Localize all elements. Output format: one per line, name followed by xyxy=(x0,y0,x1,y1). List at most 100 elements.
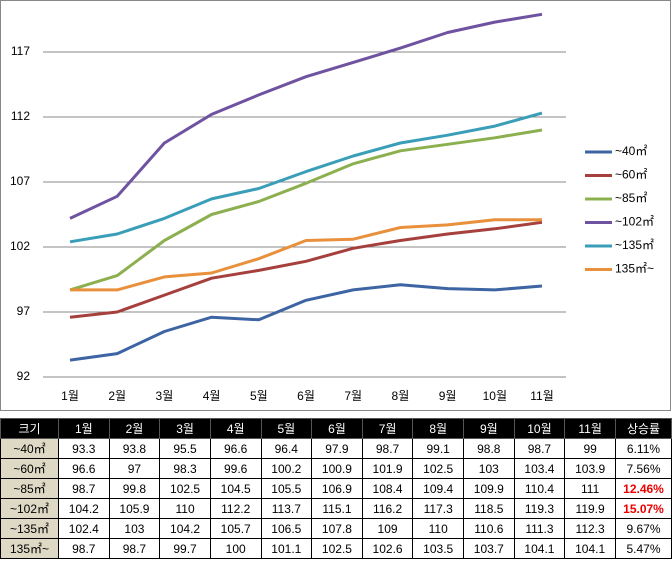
table-cell: ~85㎡ xyxy=(0,478,59,499)
table-cell: 98.3 xyxy=(159,458,211,479)
x-tick-label: 9월 xyxy=(439,389,457,403)
table-cell: 1월 xyxy=(58,418,110,439)
table-cell: 109 xyxy=(361,518,414,539)
table-cell: 98.7 xyxy=(58,538,110,559)
x-tick-label: 2월 xyxy=(108,389,126,403)
table-cell: 98.7 xyxy=(58,478,110,499)
legend-label: ~60㎡ xyxy=(615,168,647,182)
table-cell: 98.7 xyxy=(108,538,161,559)
table-cell: ~135㎡ xyxy=(0,518,59,539)
table-row: ~135㎡ 102.4 103 104.2 105.7 106.5 107.8 109 110 1… xyxy=(0,518,672,539)
table-cell: 101.9 xyxy=(361,458,414,479)
table-cell: 10월 xyxy=(513,418,566,439)
table-cell: 113.7 xyxy=(260,498,313,519)
table-row: 크기 1월 2월 3월 4월 5월 6월 7월 8월 9월 10월 11월 상승률 xyxy=(0,418,672,439)
table-cell: 110.4 xyxy=(513,478,566,499)
table-cell: 104.2 xyxy=(58,498,110,519)
table-cell: 102.6 xyxy=(361,538,414,559)
table-cell: 95.5 xyxy=(159,438,211,459)
table-cell: 102.4 xyxy=(58,518,110,539)
table-cell: 106.9 xyxy=(311,478,363,499)
table-cell: 109.4 xyxy=(412,478,464,499)
x-tick-label: 7월 xyxy=(344,389,362,403)
table-cell: 크기 xyxy=(0,418,59,439)
table-cell: 7.56% xyxy=(615,458,672,479)
table-cell: 93.8 xyxy=(108,438,161,459)
table-cell: 117.3 xyxy=(412,498,464,519)
table-cell: 102.5 xyxy=(311,538,363,559)
series-line xyxy=(69,111,543,244)
table-cell: 96.6 xyxy=(209,438,262,459)
table-cell: 11월 xyxy=(564,418,616,439)
x-tick-label: 1월 xyxy=(61,389,79,403)
table-cell: 112.2 xyxy=(209,498,262,519)
table-cell: 104.5 xyxy=(209,478,262,499)
table-cell: 98.7 xyxy=(361,438,414,459)
x-tick-label: 4월 xyxy=(203,389,221,403)
table-cell: 99.7 xyxy=(159,538,211,559)
table-cell: 105.7 xyxy=(209,518,262,539)
table-cell: 115.1 xyxy=(311,498,363,519)
table-row: ~85㎡ 98.7 99.8 102.5 104.5 105.5 106.9 108.4 109… xyxy=(0,478,672,499)
table-cell: 108.4 xyxy=(361,478,414,499)
legend-label: ~40㎡ xyxy=(615,144,647,158)
table-cell: 9월 xyxy=(463,418,515,439)
chart: 92 97 102 107 112 117 1월 2월 3월 4월 5월 6월 7월 8월 9월 10월 11월… xyxy=(0,0,671,411)
table-cell: 118.5 xyxy=(463,498,515,519)
table-cell: 101.1 xyxy=(260,538,313,559)
table-cell: ~40㎡ xyxy=(0,438,59,459)
table-cell: 98.8 xyxy=(463,438,515,459)
table-cell: 110.6 xyxy=(463,518,515,539)
table-cell: 111.3 xyxy=(513,518,566,539)
table-cell: 119.3 xyxy=(513,498,566,519)
x-tick-label: 6월 xyxy=(297,389,315,403)
table-cell: 105.9 xyxy=(108,498,161,519)
table-cell: 103.9 xyxy=(564,458,616,479)
table-cell: 135㎡~ xyxy=(0,538,59,559)
table-cell: 102.5 xyxy=(159,478,211,499)
table-cell: 97.9 xyxy=(311,438,363,459)
table-cell: 105.5 xyxy=(260,478,313,499)
series-line xyxy=(70,218,542,292)
table-cell: 110 xyxy=(159,498,211,519)
table-row: 135㎡~ 98.7 98.7 99.7 100 101.1 102.5 102.6 103.5… xyxy=(0,538,672,559)
table-cell: 5.47% xyxy=(615,538,672,559)
table-cell: 97 xyxy=(108,458,161,479)
table-row: ~102㎡ 104.2 105.9 110 112.2 113.7 115.1 116.2 11… xyxy=(0,498,672,519)
table-row: ~40㎡ 93.3 93.8 95.5 96.6 96.4 97.9 98.7 99.1 98.8… xyxy=(0,438,672,459)
legend-label: ~85㎡ xyxy=(615,191,647,205)
table-cell: 99 xyxy=(564,438,616,459)
table-cell: 104.2 xyxy=(159,518,211,539)
table-cell: 8월 xyxy=(412,418,464,439)
table-cell: 103.5 xyxy=(412,538,464,559)
series-line xyxy=(69,220,543,319)
table-cell: 9.67% xyxy=(615,518,672,539)
y-tick-label: 107 xyxy=(10,174,30,188)
table-cell: 112.3 xyxy=(564,518,616,539)
table-cell: 99.1 xyxy=(412,438,464,459)
table-cell: 5월 xyxy=(260,418,313,439)
series-line xyxy=(69,12,543,220)
table-cell: 106.5 xyxy=(260,518,313,539)
table-cell: 100.2 xyxy=(260,458,313,479)
y-tick-label: 112 xyxy=(11,109,30,123)
table-cell: 상승률 xyxy=(615,418,672,439)
table-cell: 111 xyxy=(564,478,616,499)
series-line xyxy=(69,283,543,362)
table-cell: 6월 xyxy=(311,418,363,439)
table-cell: 98.7 xyxy=(513,438,566,459)
table-cell: 3월 xyxy=(159,418,211,439)
x-tick-label: 10월 xyxy=(483,389,507,403)
table-cell: 96.4 xyxy=(260,438,313,459)
y-tick-label: 102 xyxy=(10,239,30,253)
table-cell: 104.1 xyxy=(564,538,616,559)
y-tick-label: 117 xyxy=(11,44,30,58)
table-cell: 7월 xyxy=(361,418,414,439)
table-cell: 103.7 xyxy=(463,538,515,559)
data-table: 크기 1월 2월 3월 4월 5월 6월 7월 8월 9월 10월 11월 상승률 ~40㎡ 93.3 93.… xyxy=(0,418,672,559)
x-tick-label: 5월 xyxy=(250,389,268,403)
table-cell: 104.1 xyxy=(513,538,566,559)
table-cell: 12.46% xyxy=(615,478,672,499)
table-cell: 15.07% xyxy=(615,498,672,519)
